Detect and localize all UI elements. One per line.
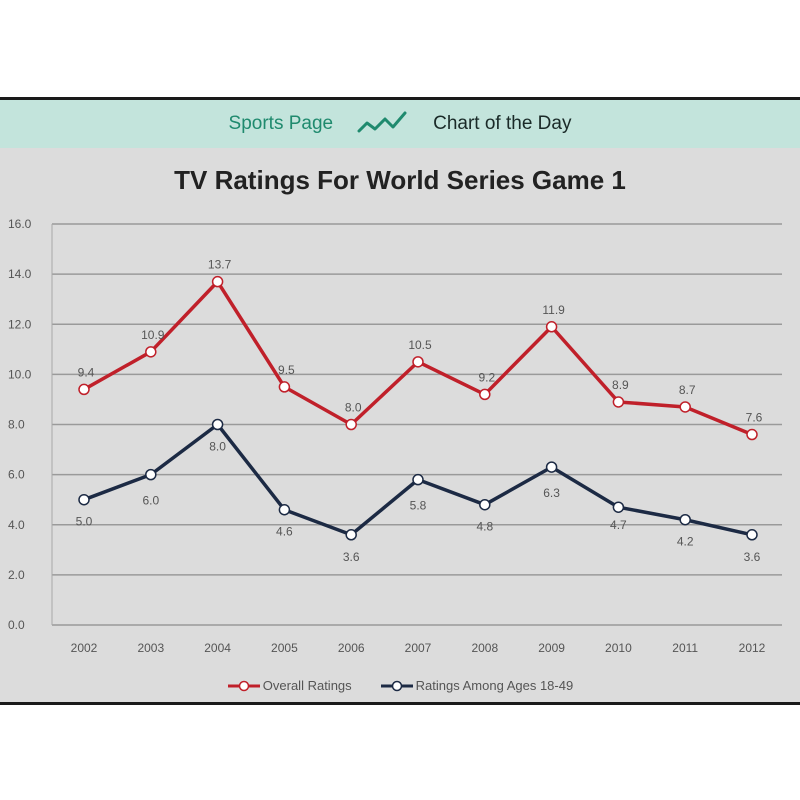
- data-label: 5.8: [410, 499, 427, 513]
- data-label: 5.0: [76, 515, 93, 529]
- line-chart: 0.0 2.0 4.0 6.0 8.0 10.0 12.0 14.0 16.0 2002 2003 2…: [8, 217, 782, 655]
- x-tick-label: 2011: [672, 641, 698, 655]
- x-tick-label: 2007: [405, 641, 432, 655]
- data-point-marker: [345, 529, 357, 541]
- data-point-marker: [145, 346, 157, 358]
- legend-item-overall: Overall Ratings: [227, 678, 352, 693]
- data-label: 6.3: [543, 486, 560, 500]
- chart-frame: Sports Page Chart of the Day TV Ratings …: [0, 97, 800, 705]
- x-tick-label: 2003: [137, 641, 164, 655]
- y-tick-label: 10.0: [8, 367, 32, 381]
- data-point-marker: [612, 501, 625, 513]
- data-point-marker: [278, 381, 291, 393]
- data-label: 4.8: [476, 520, 493, 534]
- y-tick-label: 8.0: [8, 418, 25, 432]
- data-point-marker: [412, 356, 424, 368]
- data-label: 4.6: [276, 525, 293, 539]
- y-tick-label: 4.0: [8, 518, 25, 532]
- x-tick-label: 2002: [71, 641, 98, 655]
- data-point-marker: [145, 468, 157, 481]
- data-point-marker: [545, 461, 558, 473]
- x-tick-label: 2010: [605, 641, 632, 655]
- y-tick-label: 12.0: [8, 317, 32, 331]
- x-tick-label: 2004: [204, 641, 231, 655]
- legend-label-18-49: Ratings Among Ages 18-49: [415, 678, 574, 693]
- data-label: 7.6: [746, 411, 763, 425]
- data-label: 8.0: [345, 401, 362, 415]
- data-point-marker: [211, 275, 224, 288]
- data-point-marker: [612, 396, 625, 408]
- y-tick-label: 14.0: [8, 267, 32, 281]
- data-label: 8.0: [209, 440, 226, 454]
- legend: Overall Ratings Ratings Among Ages 18-49: [0, 678, 800, 693]
- data-point-marker: [679, 513, 691, 526]
- data-point-marker: [679, 401, 691, 413]
- data-label: 8.7: [679, 383, 696, 397]
- data-label: 11.9: [542, 303, 565, 317]
- data-label: 9.4: [78, 365, 95, 379]
- data-point-marker: [545, 321, 558, 333]
- trend-line-icon: [355, 109, 411, 139]
- data-point-marker: [479, 388, 491, 401]
- data-point-marker: [278, 503, 291, 516]
- data-label: 3.6: [744, 550, 761, 564]
- y-tick-label: 2.0: [8, 568, 25, 582]
- data-point-marker: [746, 529, 758, 541]
- data-label: 10.5: [408, 338, 432, 352]
- x-tick-label: 2008: [471, 641, 498, 655]
- x-tick-label: 2006: [338, 641, 365, 655]
- legend-item-18-49: Ratings Among Ages 18-49: [380, 678, 574, 693]
- data-label: 10.9: [141, 328, 165, 342]
- banner: Sports Page Chart of the Day: [0, 100, 800, 148]
- y-tick-label: 6.0: [8, 468, 25, 482]
- x-tick-label: 2005: [271, 641, 298, 655]
- data-label: 9.2: [478, 370, 495, 384]
- data-point-marker: [479, 498, 491, 511]
- legend-marker-overall-icon: [227, 680, 260, 691]
- y-tick-label: 16.0: [8, 217, 32, 231]
- data-point-marker: [746, 428, 758, 441]
- chart-title: TV Ratings For World Series Game 1: [174, 165, 626, 195]
- banner-right-text: Chart of the Day: [433, 113, 572, 134]
- data-point-marker: [345, 418, 357, 431]
- legend-marker-18-49-icon: [380, 680, 413, 691]
- x-tick-label: 2012: [739, 641, 766, 655]
- data-point-marker: [78, 383, 90, 396]
- data-label: 6.0: [142, 494, 159, 508]
- data-point-marker: [78, 493, 90, 506]
- data-label: 9.5: [278, 363, 295, 377]
- data-label: 4.7: [610, 518, 627, 532]
- data-label: 4.2: [677, 535, 694, 549]
- data-point-marker: [211, 418, 224, 431]
- banner-left-text: Sports Page: [228, 113, 334, 134]
- data-point-marker: [412, 473, 424, 486]
- y-tick-label: 0.0: [8, 618, 25, 632]
- data-label: 8.9: [612, 378, 629, 392]
- legend-label-overall: Overall Ratings: [262, 678, 352, 693]
- data-label: 13.7: [208, 258, 232, 272]
- data-label: 3.6: [343, 550, 360, 564]
- x-tick-label: 2009: [538, 641, 565, 655]
